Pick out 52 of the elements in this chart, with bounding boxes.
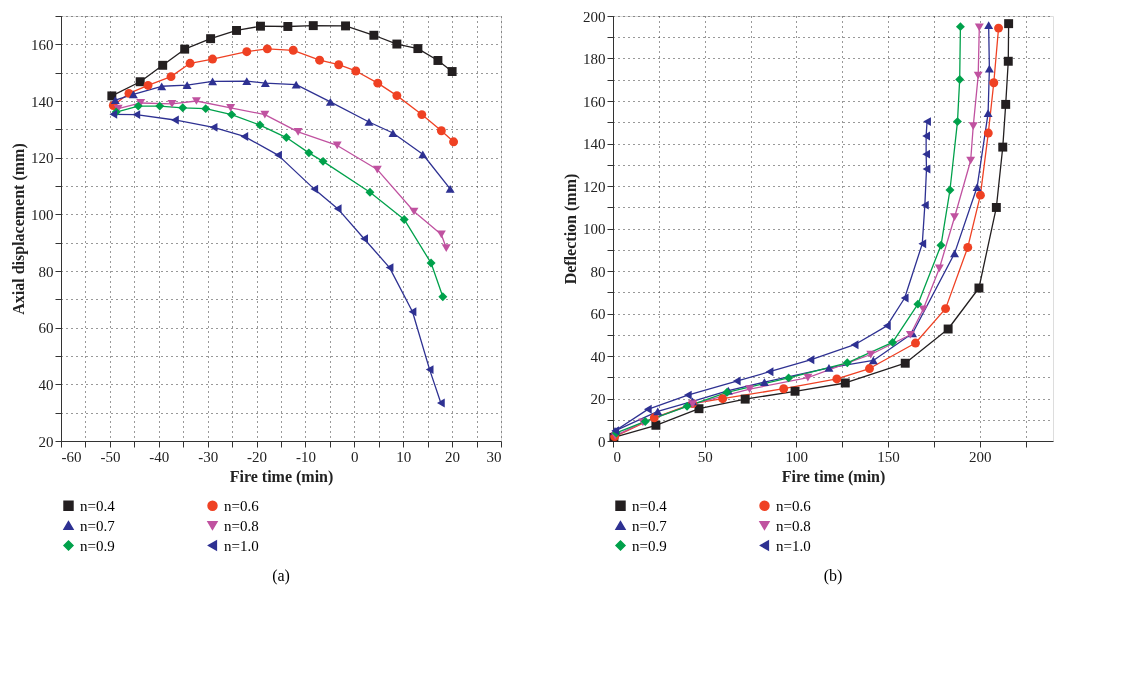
y-axis-title: Axial displacement (mm) (10, 143, 28, 315)
legend-label: n=0.4 (632, 497, 668, 514)
x-tick-label: -50 (100, 448, 121, 465)
x-tick-label: 100 (785, 448, 809, 465)
text: (a) (272, 567, 290, 585)
y-tick-label: 40 (590, 348, 606, 365)
y-tick-label: 80 (38, 263, 54, 280)
x-tick-label: 50 (697, 448, 713, 465)
y-tick-label: 160 (583, 93, 606, 110)
legend-label: n=0.9 (80, 537, 115, 554)
x-tick-label: -30 (198, 448, 219, 465)
x-tick-label: -40 (149, 448, 170, 465)
x-axis-title: Fire time (min) (229, 467, 334, 486)
text: (b) (823, 567, 843, 585)
legend-label: n=0.8 (224, 517, 259, 534)
y-tick-label: 140 (31, 93, 54, 110)
y-tick-label: 200 (583, 8, 606, 25)
y-tick-label: 40 (38, 376, 54, 393)
y-tick-label: 20 (38, 433, 54, 450)
x-tick-label: 30 (486, 448, 502, 465)
x-tick-label: 10 (396, 448, 412, 465)
legend-label: n=0.6 (776, 497, 812, 514)
x-tick-label: 0 (613, 448, 621, 465)
legend-label: n=1.0 (224, 537, 259, 554)
legend-label: n=0.8 (776, 517, 811, 534)
x-tick-label: -10 (295, 448, 316, 465)
y-axis-title: Deflection (mm) (562, 173, 580, 285)
legend-label: n=0.9 (632, 537, 667, 554)
x-axis-title: Fire time (min) (781, 467, 886, 486)
y-tick-label: 140 (583, 136, 606, 152)
y-tick-label: 160 (31, 36, 54, 53)
y-tick-label: 180 (583, 51, 606, 67)
legend-label: n=0.4 (80, 497, 116, 514)
y-tick-label: 100 (31, 206, 54, 223)
y-tick-label: 120 (583, 178, 606, 195)
x-tick-label: -60 (61, 448, 82, 465)
y-tick-label: 60 (38, 320, 54, 337)
x-tick-label: 0 (351, 448, 359, 465)
y-tick-label: 0 (598, 433, 606, 450)
x-tick-label: 20 (445, 448, 461, 465)
x-tick-label: 150 (877, 448, 900, 465)
legend-label: n=1.0 (776, 537, 811, 554)
legend-label: n=0.6 (224, 497, 260, 514)
x-tick-label: 200 (968, 448, 992, 465)
y-tick-label: 100 (583, 221, 606, 237)
y-tick-label: 60 (590, 306, 606, 322)
legend-label: n=0.7 (632, 517, 668, 534)
x-tick-label: -20 (247, 448, 268, 465)
y-tick-label: 120 (31, 150, 54, 167)
y-tick-label: 80 (590, 263, 606, 280)
legend-label: n=0.7 (80, 517, 116, 534)
y-tick-label: 20 (590, 391, 606, 407)
